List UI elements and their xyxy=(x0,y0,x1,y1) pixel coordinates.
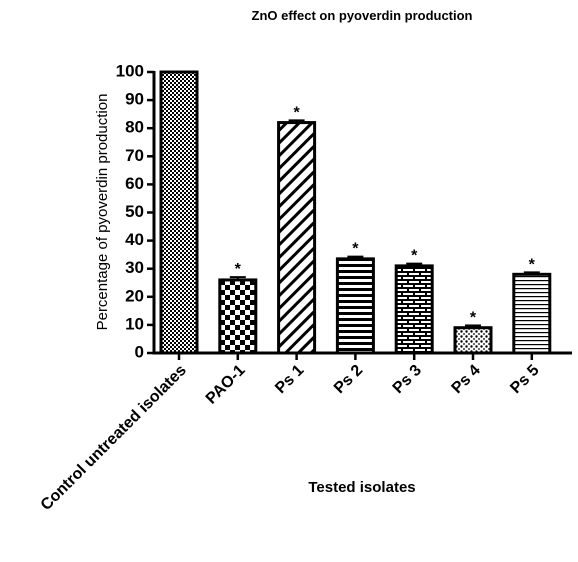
significance-mark: * xyxy=(411,248,418,265)
bar xyxy=(335,257,375,355)
x-axis-title: Tested isolates xyxy=(308,479,415,496)
bar xyxy=(277,121,317,355)
bar xyxy=(512,272,552,355)
x-tick-label: Ps 1 xyxy=(272,362,307,397)
bar xyxy=(453,326,493,355)
significance-mark: * xyxy=(529,256,536,273)
y-tick-label: 70 xyxy=(125,146,144,165)
significance-mark: * xyxy=(352,241,359,258)
y-tick-label: 0 xyxy=(135,342,144,361)
x-tick-label: Ps 4 xyxy=(449,362,484,397)
x-tick-label: Control untreated isolates xyxy=(38,362,190,514)
y-tick-label: 50 xyxy=(125,202,144,221)
y-tick-label: 80 xyxy=(125,118,144,137)
y-tick-label: 10 xyxy=(125,314,144,333)
significance-mark: * xyxy=(470,309,477,326)
bar xyxy=(218,278,258,355)
y-tick-label: 20 xyxy=(125,286,144,305)
y-axis-title: Percentage of pyoverdin production xyxy=(94,94,111,331)
bar xyxy=(159,70,199,355)
chart-title: ZnO effect on pyoverdin production xyxy=(252,8,473,23)
y-tick-label: 30 xyxy=(125,258,144,277)
y-tick-label: 100 xyxy=(116,61,144,80)
x-tick-label: Ps 3 xyxy=(390,362,425,397)
x-tick-label: PAO-1 xyxy=(203,362,249,408)
y-tick-label: 60 xyxy=(125,174,144,193)
y-tick-label: 40 xyxy=(125,230,144,249)
y-tick-label: 90 xyxy=(125,90,144,109)
x-tick-label: Ps 2 xyxy=(331,362,366,397)
x-tick-label: Ps 5 xyxy=(507,362,542,397)
significance-mark: * xyxy=(293,104,300,121)
bar xyxy=(394,264,434,355)
significance-mark: * xyxy=(235,261,242,278)
